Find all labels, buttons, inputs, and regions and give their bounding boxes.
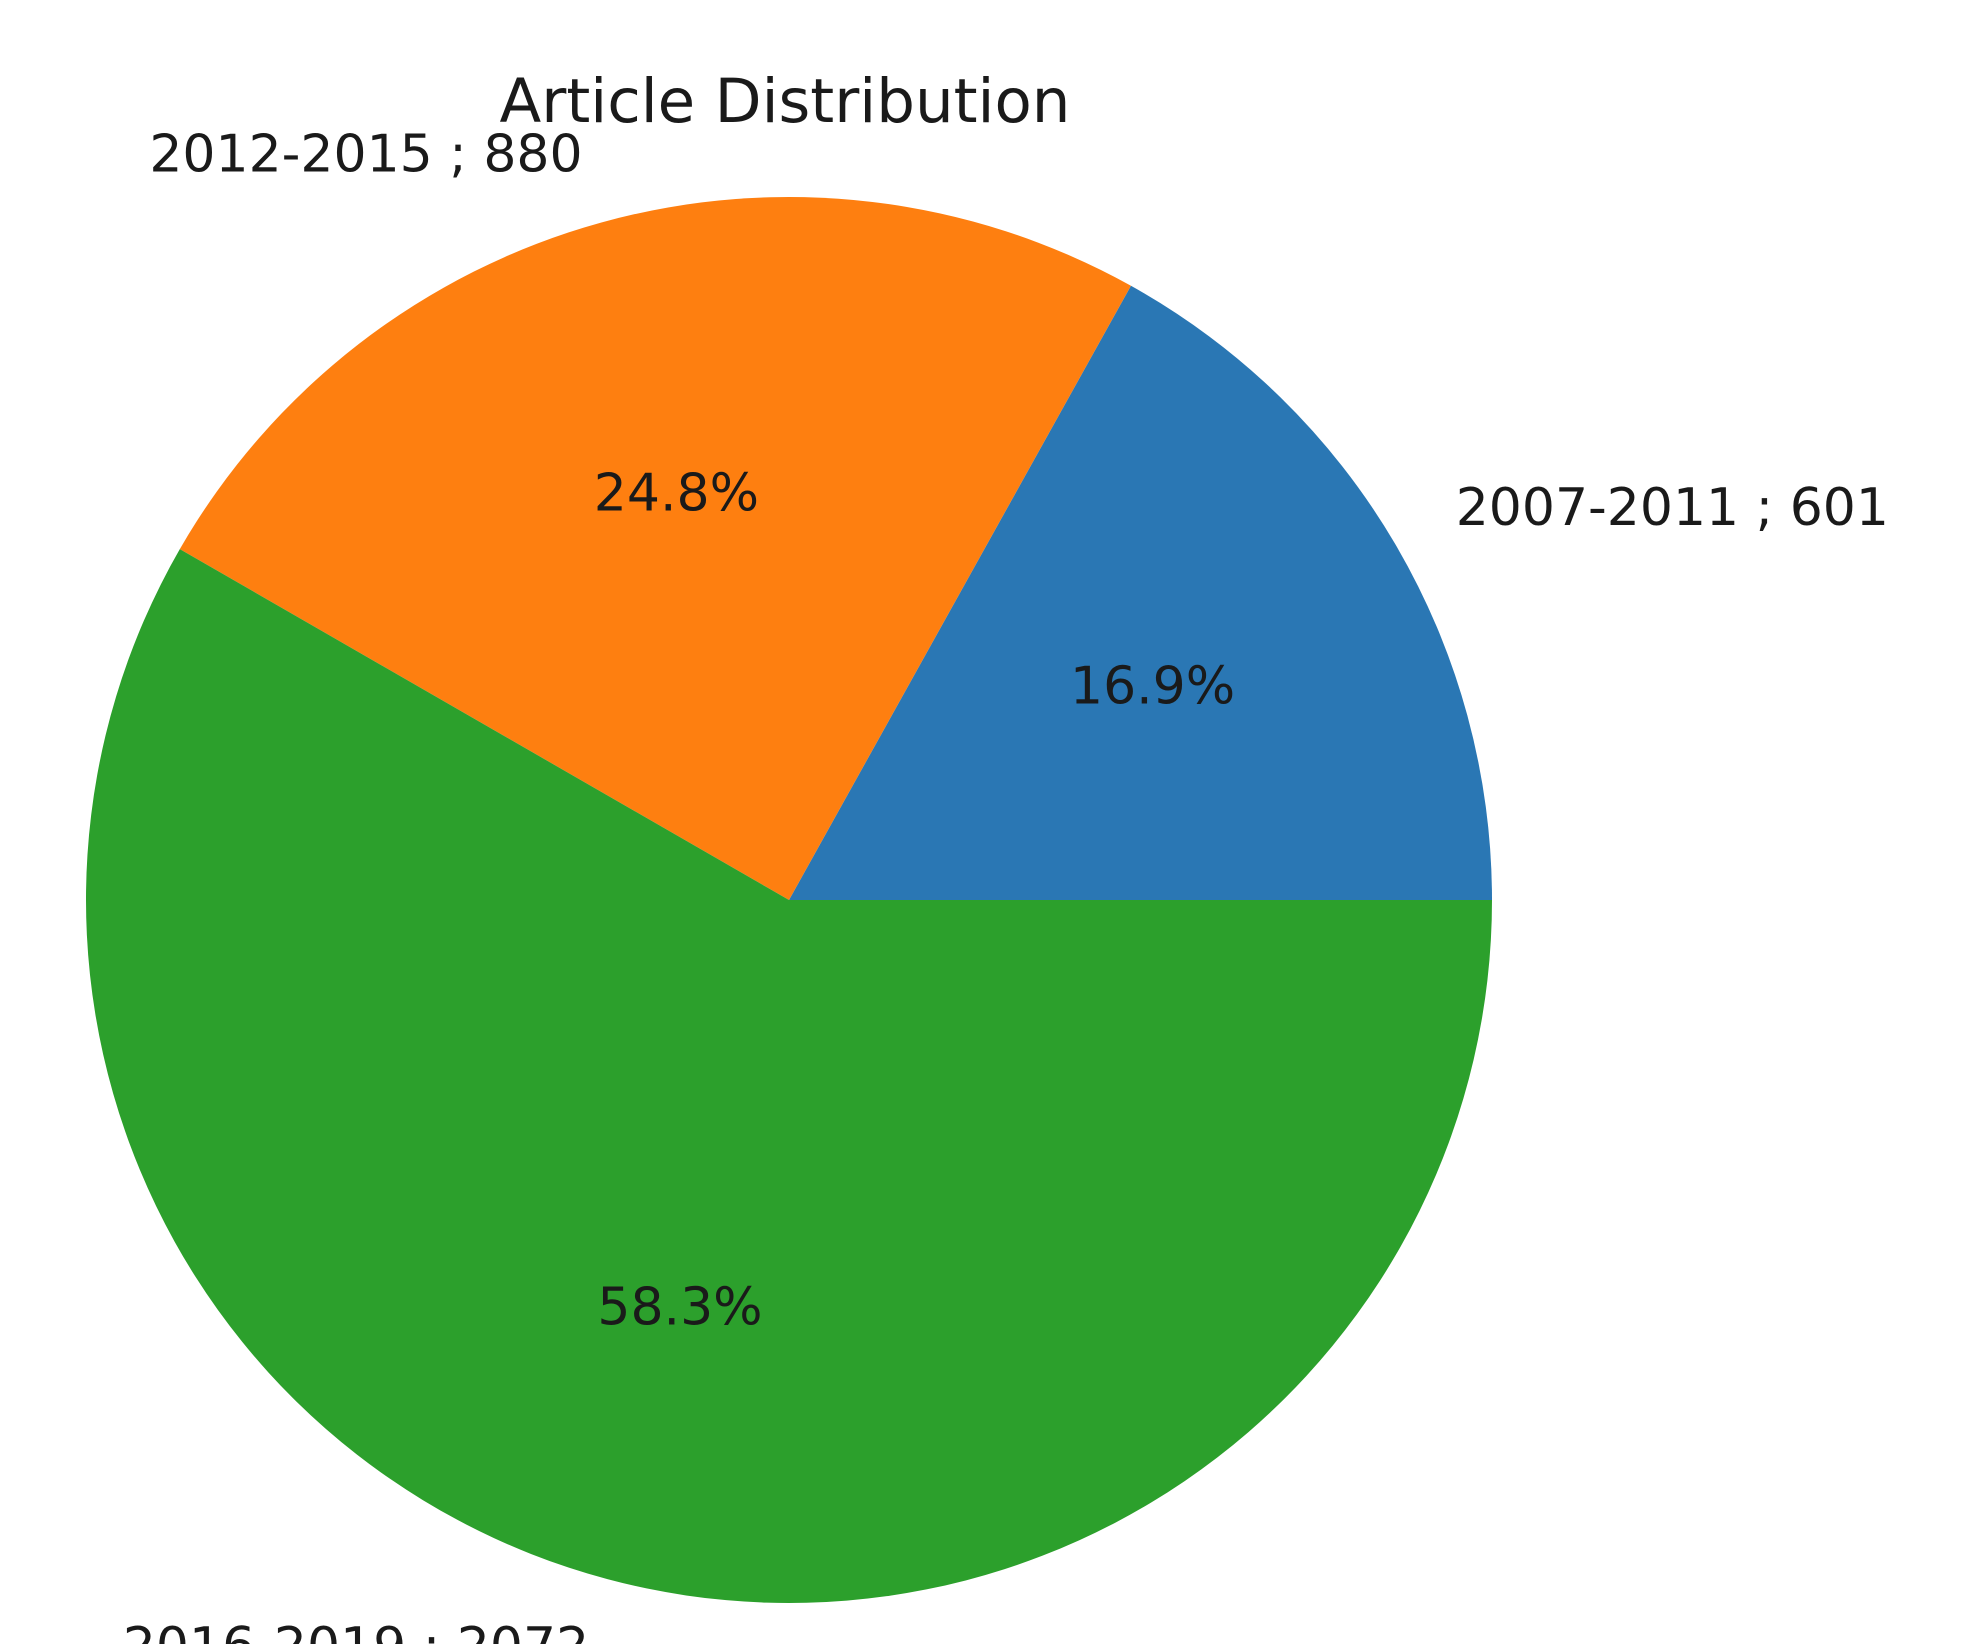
- percent-label-2012-2015: 24.8%: [594, 464, 759, 524]
- pie-labels: 2007-2011 ; 601 16.9% 2012-2015 ; 880 24.8%…: [123, 125, 1889, 1644]
- percent-label-2016-2019: 58.3%: [597, 1278, 762, 1338]
- pie-slice-2016-2019: [85, 549, 1493, 1603]
- pie-slice-2012-2015: [179, 197, 1131, 901]
- percent-label-2007-2011: 16.9%: [1070, 656, 1235, 716]
- slice-label-2016-2019: 2016-2019 ; 2072: [123, 1617, 589, 1644]
- pie-slices: [85, 197, 1493, 1603]
- slice-label-2012-2015: 2012-2015 ; 880: [149, 125, 582, 185]
- slice-label-2007-2011: 2007-2011 ; 601: [1456, 478, 1889, 538]
- chart-title: Article Distribution: [500, 66, 1071, 137]
- pie-slice-2007-2011: [789, 285, 1492, 900]
